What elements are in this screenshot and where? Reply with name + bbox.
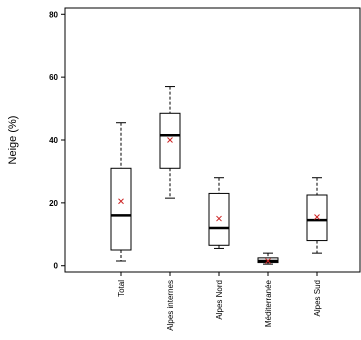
box-iqr: [110, 167, 132, 251]
category-label: Alpes Sud: [313, 280, 322, 316]
y-axis-title: Neige (%): [7, 116, 19, 165]
y-tick-label: 60: [49, 73, 58, 82]
y-axis: 0 20 40 60 80: [49, 10, 65, 271]
box-group: [159, 86, 181, 199]
y-tick-label: 20: [49, 199, 58, 208]
category-label: Méditerranée: [264, 279, 273, 327]
category-label: Alpes Nord: [215, 280, 224, 320]
box-iqr: [208, 192, 230, 246]
category-label: Total: [117, 280, 126, 297]
mean-marker: [118, 198, 124, 205]
box-group: [208, 177, 230, 249]
mean-marker: [216, 215, 222, 222]
category-labels: Total Alpes internes Alpes Nord Méditerrané…: [117, 272, 322, 331]
y-tick-label: 40: [49, 136, 58, 145]
box-group: [110, 122, 132, 262]
category-label: Alpes internes: [166, 280, 175, 331]
mean-marker: [265, 258, 271, 264]
box-iqr: [159, 112, 181, 169]
mean-marker: [314, 214, 320, 220]
boxes: [110, 86, 328, 265]
box-group: [257, 252, 279, 265]
box-group: [306, 177, 328, 254]
mean-marker: [167, 137, 173, 143]
y-tick-label: 80: [49, 10, 58, 19]
y-tick-label: 0: [54, 262, 59, 271]
box-iqr: [306, 194, 328, 242]
